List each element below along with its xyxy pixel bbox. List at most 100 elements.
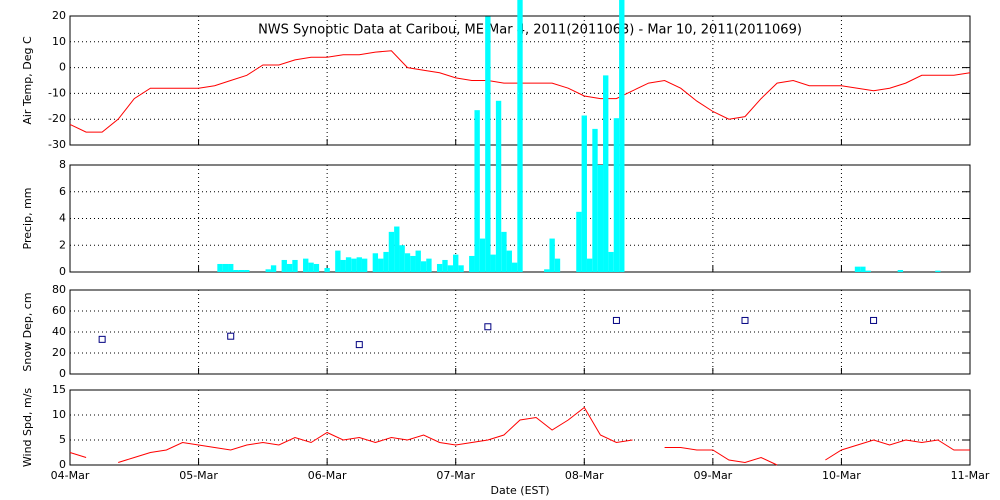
- data-line: [118, 406, 633, 463]
- bar: [854, 266, 861, 272]
- bar: [340, 259, 346, 272]
- bar: [286, 263, 293, 272]
- bar: [233, 269, 239, 272]
- y-tick-label: 60: [52, 304, 66, 317]
- x-tick-label: 07-Mar: [436, 469, 475, 482]
- panel-frame: [69, 389, 971, 466]
- bar: [399, 245, 405, 272]
- point: [227, 332, 235, 340]
- x-tick-label: 11-Mar: [951, 469, 990, 482]
- chart-title: NWS Synoptic Data at Caribou, ME Mar 4, …: [258, 23, 802, 38]
- bar: [303, 258, 309, 272]
- bar: [372, 253, 379, 272]
- bar: [608, 251, 614, 272]
- bar: [554, 258, 561, 272]
- y-axis-label: Snow Dep, cm: [21, 292, 34, 371]
- point: [612, 316, 620, 324]
- y-tick-label: 40: [52, 325, 66, 338]
- bar: [265, 269, 271, 272]
- bar: [351, 258, 357, 272]
- bar: [308, 262, 314, 272]
- bar: [244, 269, 250, 272]
- x-tick-label: 09-Mar: [693, 469, 732, 482]
- bar: [404, 253, 411, 272]
- y-tick-label: 2: [59, 238, 66, 251]
- bar: [324, 267, 330, 272]
- bar: [511, 262, 518, 272]
- bar: [356, 257, 362, 272]
- y-tick-label: 10: [52, 35, 66, 48]
- bar: [501, 231, 507, 272]
- bar: [388, 231, 395, 272]
- bar: [335, 250, 341, 272]
- y-tick-label: 0: [59, 367, 66, 380]
- y-axis-label: Wind Spd, m/s: [21, 388, 34, 468]
- data-line: [69, 452, 87, 458]
- y-axis-label: Air Temp, Deg C: [21, 36, 34, 125]
- bar: [586, 258, 593, 272]
- data-line: [825, 439, 970, 461]
- y-tick-label: 0: [59, 61, 66, 74]
- y-tick-label: 0: [59, 265, 66, 278]
- bar: [474, 110, 480, 272]
- bar: [479, 238, 486, 272]
- x-tick-label: 04-Mar: [51, 469, 90, 482]
- bar: [238, 269, 245, 272]
- x-axis-label: Date (EST): [490, 484, 549, 497]
- bar: [383, 251, 389, 272]
- bar: [613, 118, 620, 272]
- bar: [865, 270, 871, 272]
- bar: [581, 115, 587, 272]
- y-tick-label: 5: [59, 433, 66, 446]
- bar: [361, 258, 368, 272]
- bar: [544, 269, 550, 272]
- bar: [490, 254, 496, 272]
- bar: [506, 250, 512, 272]
- y-tick-label: 6: [59, 185, 66, 198]
- x-tick-label: 05-Mar: [179, 469, 218, 482]
- bar: [485, 16, 491, 272]
- bar: [597, 165, 604, 272]
- y-tick-label: 4: [59, 212, 66, 225]
- y-tick-label: 8: [59, 158, 66, 171]
- y-tick-label: -10: [48, 86, 66, 99]
- bar: [860, 266, 866, 272]
- y-tick-label: 10: [52, 408, 66, 421]
- y-tick-label: 20: [52, 9, 66, 22]
- point: [741, 316, 749, 324]
- bar: [436, 263, 443, 272]
- point: [98, 335, 106, 343]
- y-axis-label: Precip, mm: [21, 188, 34, 250]
- x-tick-label: 10-Mar: [822, 469, 861, 482]
- bar: [469, 255, 475, 272]
- x-tick-label: 06-Mar: [308, 469, 347, 482]
- bar: [495, 100, 502, 272]
- y-tick-label: 15: [52, 383, 66, 396]
- bar: [549, 238, 555, 272]
- bar: [935, 270, 941, 272]
- bar: [426, 258, 432, 272]
- bar: [453, 254, 459, 272]
- y-tick-label: 20: [52, 346, 66, 359]
- point: [355, 341, 363, 349]
- y-tick-label: 0: [59, 458, 66, 471]
- bar: [222, 263, 229, 272]
- bar: [517, 0, 523, 272]
- bar: [576, 211, 582, 272]
- bar: [447, 265, 454, 272]
- bar: [394, 226, 400, 272]
- bar: [420, 261, 427, 272]
- bar: [897, 269, 904, 272]
- bar: [603, 75, 609, 272]
- point: [870, 316, 878, 324]
- bar: [281, 259, 287, 272]
- bar: [619, 0, 625, 272]
- bar: [410, 255, 416, 272]
- bar: [345, 257, 352, 272]
- x-tick-label: 08-Mar: [565, 469, 604, 482]
- y-tick-label: -20: [48, 112, 66, 125]
- bar: [217, 263, 223, 272]
- bar: [458, 265, 464, 272]
- y-tick-label: -30: [48, 138, 66, 151]
